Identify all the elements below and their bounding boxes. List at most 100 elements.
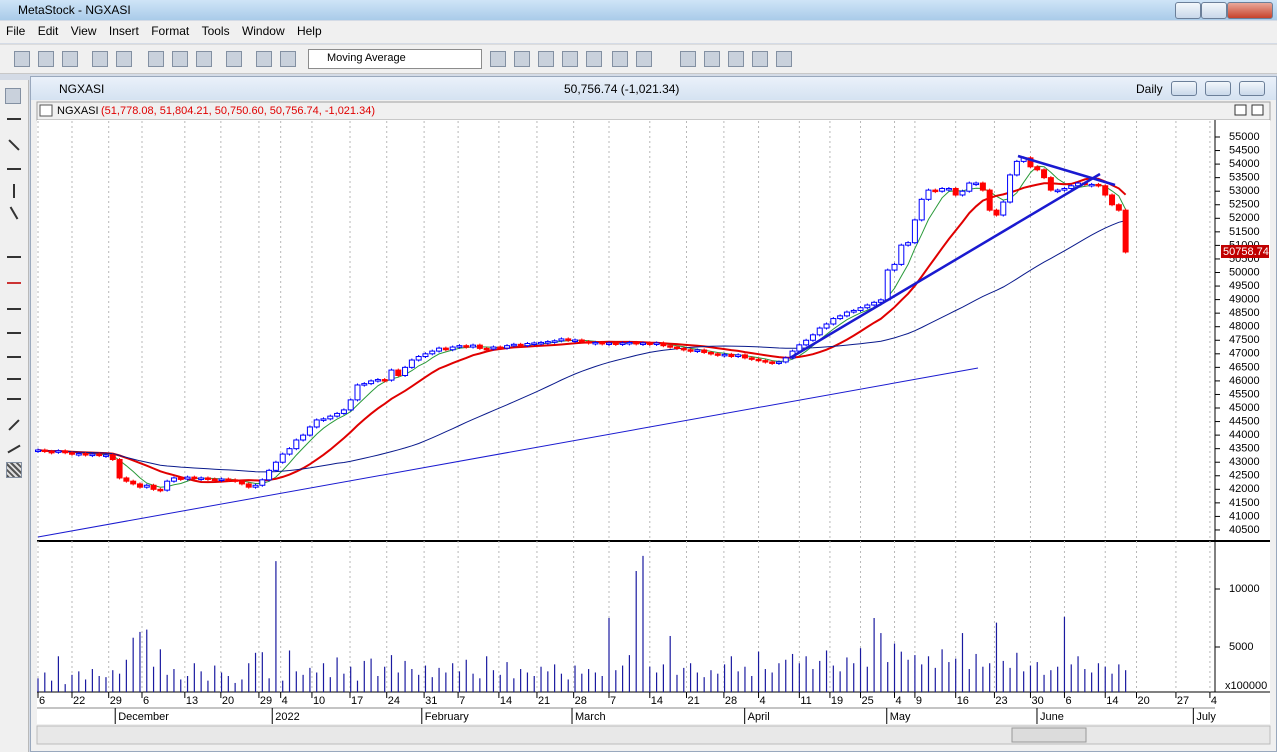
candle — [592, 341, 599, 345]
candle — [429, 350, 436, 355]
candle — [1013, 160, 1020, 176]
candle — [1041, 169, 1048, 179]
candle — [130, 480, 137, 485]
y-tick-label: 48500 — [1229, 307, 1260, 319]
tool-button[interactable] — [586, 51, 602, 67]
menu-item[interactable]: Insert — [108, 24, 139, 38]
candle — [198, 477, 205, 480]
x-tick-label: 7 — [610, 695, 616, 707]
y-tick-label: 51500 — [1229, 226, 1260, 238]
tool-button[interactable] — [612, 51, 628, 67]
layout-button[interactable] — [776, 51, 792, 67]
menu-item[interactable]: Edit — [37, 24, 59, 38]
x-tick-label: 20 — [222, 695, 234, 707]
cut-button[interactable] — [148, 51, 164, 67]
y-tick-label: 40500 — [1229, 524, 1260, 536]
vertical-tool[interactable] — [13, 184, 15, 198]
tool[interactable] — [7, 332, 21, 334]
tool[interactable] — [8, 419, 20, 431]
marks: 50758.74 — [35, 156, 1269, 692]
candle — [544, 341, 551, 344]
scroll-thumb[interactable] — [1011, 727, 1087, 743]
tool[interactable] — [7, 282, 21, 284]
tool-button[interactable] — [514, 51, 530, 67]
tool-button[interactable] — [538, 51, 554, 67]
layout-button[interactable] — [728, 51, 744, 67]
y-tick-label: 46000 — [1229, 375, 1260, 387]
y-tick-label: 46500 — [1229, 361, 1260, 373]
cross-tool[interactable] — [7, 118, 21, 120]
child-restore[interactable] — [1205, 81, 1231, 96]
minimize-button[interactable] — [1175, 2, 1201, 19]
print-button[interactable] — [92, 51, 108, 67]
menu-item[interactable]: Tools — [201, 24, 230, 38]
maximize-button[interactable] — [1201, 2, 1227, 19]
save-button[interactable] — [62, 51, 78, 67]
candle — [714, 353, 721, 356]
candle — [361, 383, 368, 386]
x-tick-label: 4 — [760, 695, 766, 707]
horizontal-tool[interactable] — [7, 168, 21, 170]
undo-button[interactable] — [226, 51, 242, 67]
candle — [966, 182, 973, 192]
candle — [252, 484, 259, 488]
x-tick-label: 14 — [651, 695, 663, 707]
layout-button[interactable] — [680, 51, 696, 67]
candle — [816, 327, 823, 336]
trendline-tool[interactable] — [8, 139, 20, 151]
y-tick-label: 48000 — [1229, 321, 1260, 333]
tool[interactable] — [9, 206, 19, 220]
copy-button[interactable] — [172, 51, 188, 67]
menu-item[interactable]: Help — [296, 24, 322, 38]
menu-item[interactable]: Window — [241, 24, 285, 38]
tool[interactable] — [7, 398, 21, 400]
menu-item[interactable]: File — [6, 24, 26, 38]
x-tick-label: 10 — [313, 695, 325, 707]
candle — [449, 346, 456, 351]
layout-button[interactable] — [752, 51, 768, 67]
menu-item[interactable]: View — [70, 24, 97, 38]
tool-button[interactable] — [636, 51, 652, 67]
y-tick-label: 45500 — [1229, 388, 1260, 400]
chart-root: NGXASI (51,778.08, 51,804.21, 50,750.60,… — [35, 101, 1271, 745]
candle — [225, 478, 232, 482]
child-close[interactable] — [1239, 81, 1265, 96]
tool[interactable] — [7, 356, 21, 358]
tool-button[interactable] — [490, 51, 506, 67]
candle — [721, 353, 728, 357]
preview-button[interactable] — [116, 51, 132, 67]
month-label: May — [890, 711, 911, 723]
y-tick-label: 52500 — [1229, 199, 1260, 211]
title-bar: MetaStock - NGXASI — [0, 0, 1277, 20]
candle — [667, 345, 674, 348]
crosshair-button[interactable] — [256, 51, 272, 67]
open-button[interactable] — [38, 51, 54, 67]
scrollbar[interactable] — [36, 725, 1271, 745]
tool[interactable] — [7, 256, 21, 258]
child-minimize[interactable] — [1171, 81, 1197, 96]
candle — [388, 369, 395, 381]
indicator-dropdown[interactable]: Moving Average — [308, 49, 482, 69]
panel-close[interactable] — [1251, 104, 1264, 116]
x-tick-label: 14 — [500, 695, 512, 707]
window-quote: 50,756.74 (-1,021.34) — [564, 82, 680, 96]
dropdown-text: Moving Average — [327, 52, 406, 64]
close-button[interactable] — [1227, 2, 1273, 19]
zoom-button[interactable] — [280, 51, 296, 67]
panel-maximize[interactable] — [1234, 104, 1247, 116]
paste-button[interactable] — [196, 51, 212, 67]
pointer-tool[interactable] — [5, 88, 21, 104]
tool[interactable] — [6, 462, 22, 478]
candle — [470, 344, 477, 348]
tool[interactable] — [7, 308, 21, 310]
candle — [313, 419, 320, 428]
chart-window-title-bar: NGXASI 50,756.74 (-1,021.34) Daily — [31, 77, 1276, 100]
candle — [673, 346, 680, 350]
tool[interactable] — [7, 444, 21, 454]
tool-button[interactable] — [562, 51, 578, 67]
layout-button[interactable] — [704, 51, 720, 67]
candle — [857, 307, 864, 311]
menu-item[interactable]: Format — [151, 24, 190, 38]
new-button[interactable] — [14, 51, 30, 67]
tool[interactable] — [7, 378, 21, 380]
